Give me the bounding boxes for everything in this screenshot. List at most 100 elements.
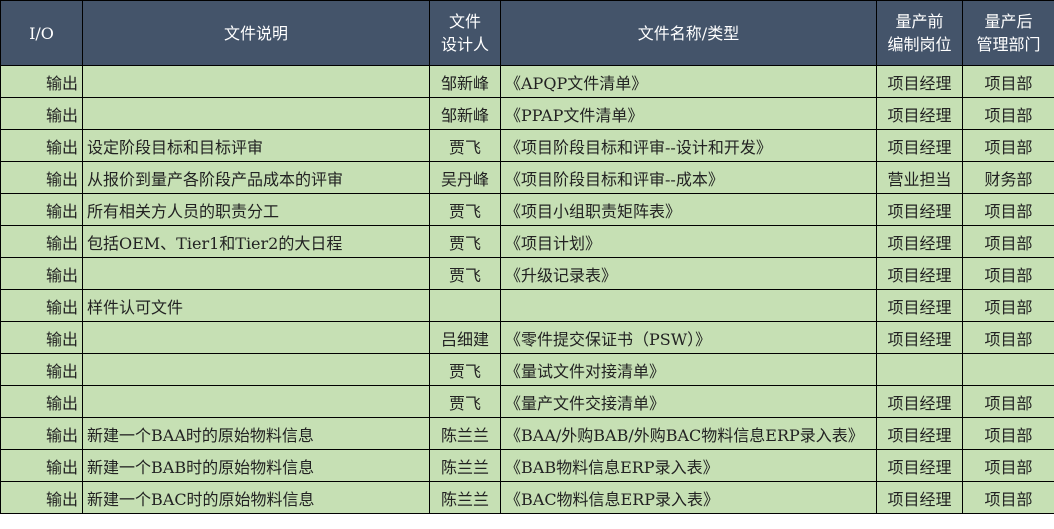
header-pre-production[interactable]: 量产前 编制岗位: [876, 0, 963, 66]
cell-designer[interactable]: 邹新峰: [429, 97, 501, 130]
cell-post-production-dept[interactable]: 项目部: [962, 321, 1054, 354]
cell-description[interactable]: [82, 321, 430, 354]
cell-file-name[interactable]: 《量产文件交接清单》: [500, 385, 877, 418]
cell-post-production-dept[interactable]: 项目部: [962, 65, 1054, 98]
cell-pre-production-role[interactable]: 项目经理: [876, 129, 963, 162]
cell-post-production-dept[interactable]: 财务部: [962, 161, 1054, 194]
cell-post-production-dept[interactable]: 项目部: [962, 129, 1054, 162]
table-row: 输出 新建一个BAC时的原始物料信息 陈兰兰 《BAC物料信息ERP录入表》 项目经理项…: [0, 481, 1054, 514]
cell-designer[interactable]: 邹新峰: [429, 65, 501, 98]
cell-pre-production-role[interactable]: 项目经理: [876, 481, 963, 514]
cell-pre-production-role[interactable]: 营业担当: [876, 161, 963, 194]
table-row: 输出 邹新峰 《PPAP文件清单》 项目经理 项目部: [0, 97, 1054, 130]
cell-description[interactable]: [82, 65, 430, 98]
cell-description[interactable]: [82, 97, 430, 130]
cell-file-name[interactable]: 《项目计划》: [500, 225, 877, 258]
table-row: 输出 设定阶段目标和目标评审 贾飞 《项目阶段目标和评审--设计和开发》 项目经理 项目部: [0, 129, 1054, 162]
cell-designer[interactable]: 陈兰兰: [429, 449, 501, 482]
header-designer[interactable]: 文件 设计人: [429, 0, 501, 66]
cell-description[interactable]: 样件认可文件: [82, 289, 430, 322]
cell-file-name[interactable]: 《BAA/外购BAB/外购BAC物料信息ERP录入表》: [500, 417, 877, 450]
cell-file-name[interactable]: 《BAB物料信息ERP录入表》: [500, 449, 877, 482]
cell-io[interactable]: 输出: [0, 353, 83, 386]
header-row: I/O 文件说明 文件 设计人 文件名称/类型 量产前 编制岗位 量产后管理部门: [0, 0, 1054, 66]
cell-description[interactable]: 所有相关方人员的职责分工: [82, 193, 430, 226]
cell-designer[interactable]: 吕细建: [429, 321, 501, 354]
cell-pre-production-role[interactable]: 项目经理: [876, 193, 963, 226]
cell-designer[interactable]: 贾飞: [429, 353, 501, 386]
cell-pre-production-role[interactable]: 项目经理: [876, 289, 963, 322]
cell-file-name[interactable]: 《项目阶段目标和评审--成本》: [500, 161, 877, 194]
header-io[interactable]: I/O: [0, 0, 83, 66]
cell-post-production-dept[interactable]: 项目部: [962, 481, 1054, 514]
cell-io[interactable]: 输出: [0, 161, 83, 194]
header-description[interactable]: 文件说明: [82, 0, 430, 66]
header-post-line2: 管理部门: [976, 35, 1041, 54]
cell-file-name[interactable]: 《量试文件对接清单》: [500, 353, 877, 386]
cell-designer[interactable]: [429, 289, 501, 322]
cell-file-name[interactable]: 《PPAP文件清单》: [500, 97, 877, 130]
cell-description[interactable]: 新建一个BAC时的原始物料信息: [82, 481, 430, 514]
cell-pre-production-role[interactable]: 项目经理: [876, 257, 963, 290]
cell-designer[interactable]: 贾飞: [429, 193, 501, 226]
cell-post-production-dept[interactable]: 项目部: [962, 257, 1054, 290]
cell-file-name[interactable]: 《升级记录表》: [500, 257, 877, 290]
header-post-line1: 量产后: [984, 12, 1033, 31]
table-row: 输出 新建一个BAB时的原始物料信息 陈兰兰 《BAB物料信息ERP录入表》 项目经理项…: [0, 449, 1054, 482]
cell-pre-production-role[interactable]: 项目经理: [876, 417, 963, 450]
cell-io[interactable]: 输出: [0, 65, 83, 98]
cell-designer[interactable]: 贾飞: [429, 385, 501, 418]
cell-io[interactable]: 输出: [0, 225, 83, 258]
cell-file-name[interactable]: [500, 289, 877, 322]
cell-io[interactable]: 输出: [0, 385, 83, 418]
cell-post-production-dept[interactable]: 项目部: [962, 449, 1054, 482]
cell-designer[interactable]: 陈兰兰: [429, 481, 501, 514]
cell-pre-production-role[interactable]: [876, 353, 963, 386]
cell-description[interactable]: 设定阶段目标和目标评审: [82, 129, 430, 162]
cell-io[interactable]: 输出: [0, 481, 83, 514]
cell-io[interactable]: 输出: [0, 449, 83, 482]
cell-pre-production-role[interactable]: 项目经理: [876, 225, 963, 258]
cell-description[interactable]: 包括OEM、Tier1和Tier2的大日程: [82, 225, 430, 258]
cell-description[interactable]: [82, 353, 430, 386]
cell-file-name[interactable]: 《项目阶段目标和评审--设计和开发》: [500, 129, 877, 162]
cell-designer[interactable]: 贾飞: [429, 129, 501, 162]
cell-description[interactable]: [82, 385, 430, 418]
table-row: 输出 样件认可文件 项目经理 项目部: [0, 289, 1054, 322]
cell-file-name[interactable]: 《BAC物料信息ERP录入表》: [500, 481, 877, 514]
cell-post-production-dept[interactable]: [962, 353, 1054, 386]
cell-designer[interactable]: 陈兰兰: [429, 417, 501, 450]
cell-file-name[interactable]: 《APQP文件清单》: [500, 65, 877, 98]
cell-pre-production-role[interactable]: 项目经理: [876, 321, 963, 354]
cell-description[interactable]: 新建一个BAB时的原始物料信息: [82, 449, 430, 482]
cell-description[interactable]: [82, 257, 430, 290]
header-post-production[interactable]: 量产后 管理部门: [962, 0, 1054, 66]
cell-post-production-dept[interactable]: 项目部: [962, 97, 1054, 130]
cell-pre-production-role[interactable]: 项目经理: [876, 449, 963, 482]
cell-io[interactable]: 输出: [0, 97, 83, 130]
cell-pre-production-role[interactable]: 项目经理: [876, 65, 963, 98]
cell-io[interactable]: 输出: [0, 129, 83, 162]
cell-designer[interactable]: 吴丹峰: [429, 161, 501, 194]
header-file-name[interactable]: 文件名称/类型: [500, 0, 877, 66]
cell-io[interactable]: 输出: [0, 193, 83, 226]
cell-post-production-dept[interactable]: 项目部: [962, 417, 1054, 450]
cell-description[interactable]: 从报价到量产各阶段产品成本的评审: [82, 161, 430, 194]
cell-file-name[interactable]: 《零件提交保证书（PSW）》: [500, 321, 877, 354]
document-table: I/O 文件说明 文件 设计人 文件名称/类型 量产前 编制岗位 量产后管理部门 输…: [0, 0, 1054, 514]
cell-post-production-dept[interactable]: 项目部: [962, 193, 1054, 226]
cell-io[interactable]: 输出: [0, 321, 83, 354]
cell-designer[interactable]: 贾飞: [429, 257, 501, 290]
cell-post-production-dept[interactable]: 项目部: [962, 289, 1054, 322]
cell-file-name[interactable]: 《项目小组职责矩阵表》: [500, 193, 877, 226]
table-row: 输出 邹新峰 《APQP文件清单》 项目经理 项目部: [0, 65, 1054, 98]
cell-io[interactable]: 输出: [0, 417, 83, 450]
cell-io[interactable]: 输出: [0, 257, 83, 290]
cell-description[interactable]: 新建一个BAA时的原始物料信息: [82, 417, 430, 450]
cell-io[interactable]: 输出: [0, 289, 83, 322]
cell-pre-production-role[interactable]: 项目经理: [876, 385, 963, 418]
cell-post-production-dept[interactable]: 项目部: [962, 225, 1054, 258]
cell-designer[interactable]: 贾飞: [429, 225, 501, 258]
cell-post-production-dept[interactable]: 项目部: [962, 385, 1054, 418]
cell-pre-production-role[interactable]: 项目经理: [876, 97, 963, 130]
